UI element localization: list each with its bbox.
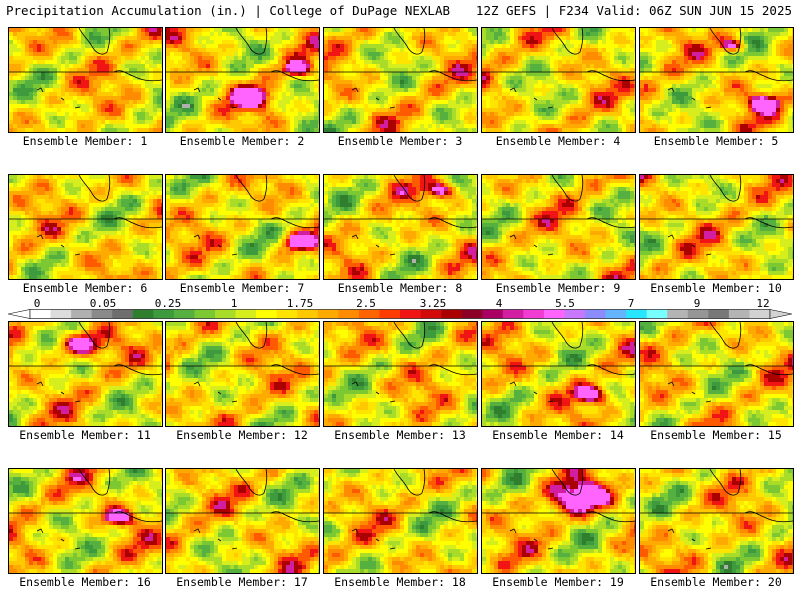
colorbar-swatch [132, 309, 154, 319]
colorbar-label: 5.5 [555, 297, 575, 310]
colorbar-swatch [749, 309, 771, 319]
ensemble-member-label: Ensemble Member: 14 [478, 428, 638, 442]
colorbar-swatch [585, 309, 606, 319]
colorbar-swatch [646, 309, 668, 319]
ensemble-member-label: Ensemble Member: 7 [162, 281, 322, 295]
colorbar-swatch [605, 309, 627, 319]
colorbar-swatch [564, 309, 586, 319]
colorbar-label: 4 [496, 297, 503, 310]
ensemble-panel-5 [639, 27, 794, 133]
colorbar-label: 12 [756, 297, 769, 310]
colorbar-swatch [256, 309, 277, 319]
colorbar-label: 7 [628, 297, 635, 310]
colorbar-swatch [502, 309, 524, 319]
colorbar-label: 2.5 [356, 297, 376, 310]
ensemble-panel-9 [481, 174, 636, 280]
colorbar-swatch [153, 309, 175, 319]
colorbar-high-arrow [769, 309, 792, 319]
ensemble-panel-7 [165, 174, 320, 280]
colorbar-swatch [338, 309, 360, 319]
ensemble-panel-2 [165, 27, 320, 133]
ensemble-panel-15 [639, 321, 794, 427]
ensemble-member-label: Ensemble Member: 3 [320, 134, 480, 148]
ensemble-member-label: Ensemble Member: 1 [5, 134, 165, 148]
colorbar-swatch [708, 309, 730, 319]
ensemble-member-label: Ensemble Member: 11 [5, 428, 165, 442]
ensemble-member-label: Ensemble Member: 2 [162, 134, 322, 148]
ensemble-panel-1 [8, 27, 163, 133]
colorbar-swatch [297, 309, 319, 319]
ensemble-member-label: Ensemble Member: 8 [320, 281, 480, 295]
colorbar-swatch [91, 309, 113, 319]
colorbar-swatch [276, 309, 298, 319]
ensemble-panel-19 [481, 468, 636, 574]
ensemble-member-label: Ensemble Member: 10 [636, 281, 796, 295]
colorbar-swatch [400, 309, 421, 319]
colorbar-swatch [173, 309, 195, 319]
ensemble-member-label: Ensemble Member: 4 [478, 134, 638, 148]
ensemble-panel-3 [323, 27, 478, 133]
ensemble-member-label: Ensemble Member: 5 [636, 134, 796, 148]
ensemble-panel-13 [323, 321, 478, 427]
colorbar-swatch [667, 309, 689, 319]
colorbar-swatch [728, 309, 750, 319]
colorbar-label: 0 [34, 297, 41, 310]
colorbar-label: 0.25 [155, 297, 182, 310]
ensemble-panel-11 [8, 321, 163, 427]
colorbar-swatch [420, 309, 442, 319]
ensemble-panel-8 [323, 174, 478, 280]
colorbar-swatch [112, 309, 134, 319]
ensemble-panel-4 [481, 27, 636, 133]
colorbar-swatch [379, 309, 401, 319]
colorbar-label: 0.05 [90, 297, 117, 310]
ensemble-member-label: Ensemble Member: 6 [5, 281, 165, 295]
colorbar-labels: 0 0.05 0.25 1 1.75 2.5 3.25 4 5.5 7 9 12 [0, 297, 800, 310]
ensemble-member-label: Ensemble Member: 15 [636, 428, 796, 442]
ensemble-panel-12 [165, 321, 320, 427]
colorbar-swatch [482, 309, 504, 319]
colorbar-swatch [71, 309, 92, 319]
colorbar-swatch [461, 309, 483, 319]
colorbar-swatch [543, 309, 565, 319]
ensemble-member-label: Ensemble Member: 20 [636, 575, 796, 589]
colorbar-swatch [50, 309, 72, 319]
ensemble-member-label: Ensemble Member: 17 [162, 575, 322, 589]
ensemble-member-label: Ensemble Member: 19 [478, 575, 638, 589]
colorbar-swatch [30, 309, 51, 319]
colorbar-swatch [687, 309, 709, 319]
ensemble-panel-6 [8, 174, 163, 280]
colorbar-swatch [235, 309, 257, 319]
ensemble-panel-17 [165, 468, 320, 574]
ensemble-panel-18 [323, 468, 478, 574]
ensemble-panel-10 [639, 174, 794, 280]
colorbar-label: 9 [694, 297, 701, 310]
ensemble-panel-20 [639, 468, 794, 574]
colorbar-swatch [317, 309, 339, 319]
colorbar-label: 1.75 [287, 297, 314, 310]
map-title: Precipitation Accumulation (in.) | Colle… [6, 3, 450, 18]
ensemble-member-label: Ensemble Member: 18 [320, 575, 480, 589]
model-run-info: 12Z GEFS | F234 Valid: 06Z SUN JUN 15 20… [476, 3, 792, 18]
ensemble-panel-16 [8, 468, 163, 574]
precip-colorbar [8, 309, 792, 319]
ensemble-member-label: Ensemble Member: 16 [5, 575, 165, 589]
colorbar-swatch [215, 309, 236, 319]
ensemble-member-label: Ensemble Member: 13 [320, 428, 480, 442]
colorbar-swatch [358, 309, 380, 319]
ensemble-member-label: Ensemble Member: 12 [162, 428, 322, 442]
colorbar-label: 3.25 [420, 297, 447, 310]
colorbar-swatch [194, 309, 216, 319]
colorbar-low-arrow [8, 309, 31, 319]
colorbar-swatch [626, 309, 647, 319]
colorbar-swatch [441, 309, 462, 319]
ensemble-member-label: Ensemble Member: 9 [478, 281, 638, 295]
colorbar-swatch [523, 309, 545, 319]
ensemble-panel-14 [481, 321, 636, 427]
colorbar-label: 1 [231, 297, 238, 310]
